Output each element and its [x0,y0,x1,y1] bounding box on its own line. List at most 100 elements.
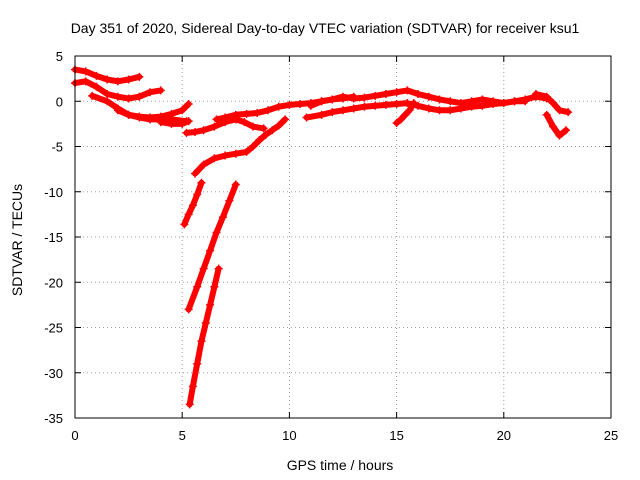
data-point-marker [405,106,414,115]
data-point-marker [156,86,165,95]
data-point-marker [201,318,210,327]
series-track-l [392,99,418,127]
data-point-marker [392,99,401,108]
data-point-marker [281,115,290,124]
y-tick-label: -25 [44,321,63,336]
data-point-marker [188,201,197,210]
data-point-marker [113,92,122,101]
data-point-marker [210,122,219,131]
data-point-marker [328,95,337,104]
data-point-marker [231,180,240,189]
data-point-marker [542,110,551,119]
series-track-k [542,110,570,140]
data-point-marker [124,94,133,103]
data-point-marker [302,113,311,122]
y-axis-ticks: 5 0 -5 -10 -15 -20 -25 -30 -35 [44,49,611,426]
data-point-marker [184,305,193,314]
data-point-marker [253,109,262,118]
data-point-marker [489,99,498,108]
data-point-marker [81,77,90,86]
data-point-marker [360,102,369,111]
data-point-marker [199,126,208,135]
data-point-marker [156,118,165,127]
data-point-marker [193,359,202,368]
data-point-marker [403,86,412,95]
data-point-marker [317,97,326,106]
series-track-j [531,90,573,117]
data-point-marker [248,122,257,131]
x-tick-label: 25 [604,428,618,443]
data-point-marker [185,400,194,409]
data-point-marker [197,178,206,187]
data-point-marker [178,106,187,115]
data-point-marker [199,160,208,169]
x-tick-label: 15 [389,428,403,443]
data-point-marker [396,115,405,124]
data-point-marker [435,95,444,104]
x-tick-label: 20 [497,428,511,443]
data-point-marker [167,119,176,128]
data-point-marker [268,126,277,135]
data-point-marker [113,77,122,86]
data-point-marker [124,75,133,84]
data-point-marker [521,97,530,106]
data-point-marker [274,102,283,111]
series-line-track-o [185,181,239,313]
data-point-marker [212,228,221,237]
data-point-marker [191,169,200,178]
data-point-marker [167,109,176,118]
data-point-marker [113,106,122,115]
data-point-marker [274,121,283,130]
data-point-marker [210,154,219,163]
data-point-marker [184,117,193,126]
data-point-marker [184,99,193,108]
data-point-marker [371,91,380,100]
data-point-marker [218,213,227,222]
data-point-marker [193,282,202,291]
data-point-marker [135,92,144,101]
data-point-marker [446,106,455,115]
data-point-marker [103,97,112,106]
data-point-marker [446,97,455,106]
data-point-marker [549,122,558,131]
data-point-marker [317,110,326,119]
series-track-d [113,99,193,122]
data-point-marker [414,90,423,99]
data-point-marker [401,110,410,119]
series-track-p [185,264,223,409]
data-point-marker [306,101,315,110]
series-track-m [191,115,290,178]
data-point-marker [221,151,230,160]
data-point-marker [255,136,264,145]
data-point-marker [564,108,573,117]
data-point-marker [240,118,249,127]
data-point-marker [212,115,221,124]
data-point-marker [381,90,390,99]
x-axis-label: GPS time / hours [287,457,394,473]
y-tick-label: -30 [44,366,63,381]
y-tick-label: -20 [44,275,63,290]
data-point-marker [231,149,240,158]
data-point-marker [263,106,272,115]
y-tick-label: 5 [56,49,63,64]
y-tick-label: -15 [44,230,63,245]
data-point-marker [221,113,230,122]
data-point-marker [499,99,508,108]
data-point-marker [146,88,155,97]
data-point-marker [88,91,97,100]
y-tick-label: -35 [44,411,63,426]
x-tick-label: 0 [71,428,78,443]
data-point-marker [199,264,208,273]
x-tick-label: 10 [282,428,296,443]
data-point-marker [242,147,251,156]
data-point-marker [214,264,223,273]
data-point-marker [328,108,337,117]
data-point-marker [542,92,551,101]
data-point-marker [182,128,191,137]
data-point-marker [81,67,90,76]
data-point-marker [478,101,487,110]
data-point-marker [392,118,401,127]
data-point-marker [191,128,200,137]
data-point-marker [510,97,519,106]
data-point-marker [424,92,433,101]
